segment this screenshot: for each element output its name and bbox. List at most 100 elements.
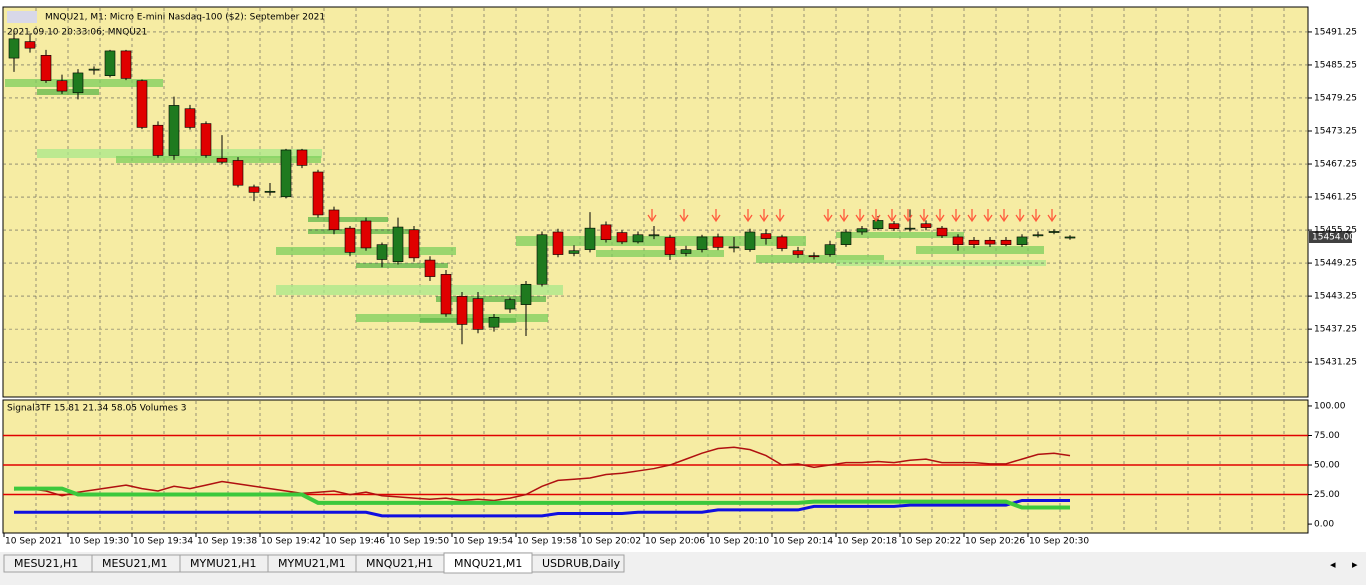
candle-body	[888, 223, 900, 229]
signal-arrow	[999, 209, 1009, 223]
indicator-line	[14, 486, 1070, 510]
tab-label[interactable]: MESU21,H1	[14, 557, 78, 570]
zone	[916, 246, 1044, 254]
x-tick-label: 10 Sep 19:58	[517, 537, 577, 547]
y-tick-label: 15437.25	[1314, 325, 1357, 335]
x-tick-label: 10 Sep 19:30	[69, 537, 129, 547]
candle-body	[792, 250, 804, 255]
candle-body	[952, 236, 964, 245]
tab-label[interactable]: MYMU21,H1	[190, 557, 257, 570]
signal-arrow	[759, 209, 769, 223]
tab[interactable]	[531, 554, 625, 573]
signal-arrow	[935, 209, 945, 223]
x-tick-label: 10 Sep 19:42	[261, 537, 321, 547]
scroll-left[interactable]: ◂	[1330, 558, 1336, 571]
y-tick-label: 15455.25	[1314, 226, 1357, 236]
candle-body	[536, 234, 548, 285]
candle-body	[424, 259, 436, 277]
tab-label[interactable]: USDRUB,Daily	[542, 557, 621, 570]
candle-body	[56, 80, 68, 92]
signal-arrow	[1015, 209, 1025, 223]
candle-body	[504, 299, 516, 310]
candle-body	[24, 41, 36, 49]
signal-arrow	[839, 209, 849, 223]
candle-body	[360, 220, 372, 249]
indicator-line	[14, 498, 1070, 518]
tab-label[interactable]: MNQU21,H1	[366, 557, 433, 570]
x-tick-label: 10 Sep 19:34	[133, 537, 193, 547]
y-tick-label: 15461.25	[1314, 193, 1357, 203]
candle-body	[696, 236, 708, 250]
candle-body	[200, 123, 212, 156]
tab-label[interactable]: MESU21,M1	[102, 557, 167, 570]
zone	[308, 217, 388, 222]
candle-body	[328, 209, 340, 231]
candle-body	[136, 80, 148, 128]
y-tick-label: 15443.25	[1314, 292, 1357, 302]
tab-label[interactable]: MNQU21,M1	[454, 557, 522, 570]
candle-body	[120, 50, 132, 79]
signal-arrow	[711, 209, 721, 223]
y-tick-label: 0.00	[1314, 520, 1334, 530]
x-tick-label: 10 Sep 20:22	[901, 537, 961, 547]
signal-arrow	[983, 209, 993, 223]
x-tick-label: 10 Sep 20:14	[773, 537, 833, 547]
y-tick-label: 75.00	[1314, 431, 1340, 441]
zone	[836, 232, 964, 238]
candle-body	[168, 105, 180, 156]
candle-body	[376, 244, 388, 260]
main-panel	[2, 6, 1309, 398]
zone	[756, 255, 884, 263]
x-tick-label: 10 Sep 20:10	[709, 537, 769, 547]
signal-arrow	[647, 209, 657, 223]
zone	[356, 263, 448, 268]
x-tick-label: 10 Sep 20:30	[1029, 537, 1089, 547]
zone	[5, 79, 163, 87]
candle-body	[296, 149, 308, 166]
zone	[516, 236, 806, 246]
candle-body	[104, 50, 116, 76]
window-icon	[7, 11, 37, 23]
candle-body	[552, 231, 564, 255]
candle-body	[312, 171, 324, 216]
candle-body	[520, 283, 532, 305]
candle-body	[968, 239, 980, 245]
timestamp: 2021.09.10 20:33:06; MNQU21	[7, 28, 147, 38]
candle-body	[600, 224, 612, 240]
y-tick-label: 15431.25	[1314, 358, 1357, 368]
signal-arrow	[967, 209, 977, 223]
x-tick-label: 10 Sep 19:46	[325, 537, 385, 547]
tab-label[interactable]: MYMU21,M1	[278, 557, 346, 570]
candle-body	[408, 229, 420, 259]
candle-body	[680, 249, 692, 254]
x-tick-label: 10 Sep 2021	[5, 537, 62, 547]
y-tick-label: 15491.25	[1314, 27, 1357, 37]
candle-body	[632, 234, 644, 243]
y-tick-label: 100.00	[1314, 401, 1346, 411]
candle-body	[280, 149, 292, 198]
candle-body	[936, 227, 948, 237]
candle-body	[8, 38, 20, 59]
y-tick-label: 25.00	[1314, 490, 1340, 500]
candle-body	[264, 190, 276, 193]
signal-arrow	[775, 209, 785, 223]
signal-arrow	[871, 209, 881, 223]
indicator-title: Signal3TF 15.81 21.34 58.05 Volumes 3	[7, 404, 187, 414]
scroll-right[interactable]: ▸	[1352, 558, 1358, 571]
candle-body	[232, 160, 244, 186]
candle-body	[920, 223, 932, 228]
candle-body	[872, 220, 884, 229]
signal-arrow	[1031, 209, 1041, 223]
candle-body	[392, 226, 404, 263]
candle-body	[440, 274, 452, 315]
signal-arrow	[887, 209, 897, 223]
candle-body	[904, 227, 916, 230]
candle-body	[856, 228, 868, 233]
candle-body	[808, 255, 820, 258]
candle-body	[584, 227, 596, 250]
candle-body	[616, 232, 628, 243]
candle-body	[1064, 236, 1076, 239]
candle-body	[72, 72, 84, 94]
